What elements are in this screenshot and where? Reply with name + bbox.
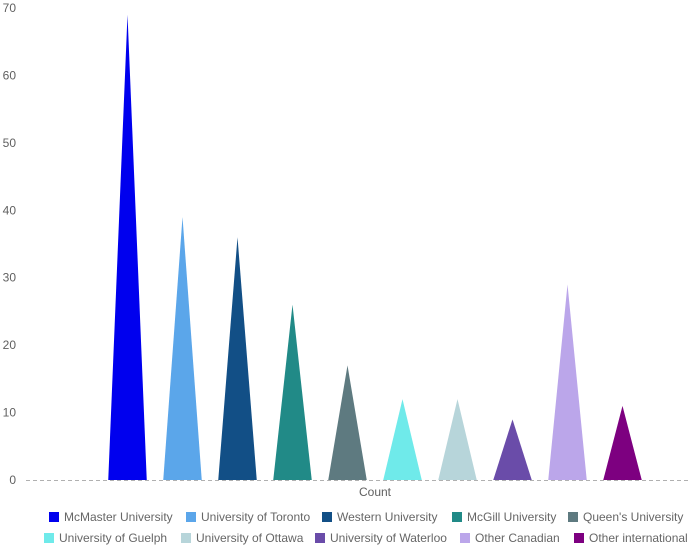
bars-group <box>108 14 642 480</box>
legend-item[interactable]: Western University <box>322 510 437 524</box>
bar-queen-s-university[interactable] <box>328 365 367 480</box>
legend-label: Western University <box>337 510 437 524</box>
legend-item[interactable]: Other Canadian <box>460 531 560 545</box>
legend: McMaster University University of Toronto… <box>44 510 688 545</box>
legend-item[interactable]: McMaster University <box>49 510 173 524</box>
legend-swatch <box>574 533 584 543</box>
legend-swatch <box>186 512 196 522</box>
bar-university-of-guelph[interactable] <box>383 399 422 480</box>
y-tick-label: 0 <box>9 473 16 487</box>
legend-label: Other international <box>589 531 688 545</box>
bar-university-of-toronto[interactable] <box>163 217 202 480</box>
bar-western-university[interactable] <box>218 237 257 480</box>
legend-item[interactable]: University of Ottawa <box>181 531 304 545</box>
y-tick-label: 20 <box>3 338 17 352</box>
legend-swatch <box>44 533 54 543</box>
bar-other-canadian[interactable] <box>548 284 587 480</box>
bar-university-of-waterloo[interactable] <box>493 419 532 480</box>
bar-other-international[interactable] <box>603 405 642 480</box>
legend-label: Queen's University <box>583 510 683 524</box>
bar-mcmaster-university[interactable] <box>108 14 147 480</box>
legend-label: Other Canadian <box>475 531 560 545</box>
legend-item[interactable]: Queen's University <box>568 510 683 524</box>
legend-label: University of Toronto <box>201 510 310 524</box>
legend-item[interactable]: University of Toronto <box>186 510 310 524</box>
y-tick-label: 50 <box>3 136 17 150</box>
legend-swatch <box>452 512 462 522</box>
legend-item[interactable]: University of Guelph <box>44 531 167 545</box>
legend-swatch <box>315 533 325 543</box>
legend-label: University of Guelph <box>59 531 167 545</box>
y-tick-label: 70 <box>3 1 17 15</box>
legend-swatch <box>460 533 470 543</box>
y-tick-label: 30 <box>3 271 17 285</box>
y-tick-label: 10 <box>3 406 17 420</box>
legend-label: McMaster University <box>64 510 173 524</box>
legend-swatch <box>181 533 191 543</box>
y-axis: 0 10 20 30 40 50 60 70 <box>3 1 17 487</box>
legend-label: McGill University <box>467 510 556 524</box>
y-tick-label: 40 <box>3 203 17 217</box>
legend-item[interactable]: University of Waterloo <box>315 531 447 545</box>
legend-swatch <box>322 512 332 522</box>
legend-label: University of Ottawa <box>196 531 304 545</box>
x-axis-label: Count <box>359 485 392 499</box>
legend-item[interactable]: Other international <box>574 531 688 545</box>
legend-label: University of Waterloo <box>330 531 447 545</box>
bar-mcgill-university[interactable] <box>273 304 312 480</box>
legend-swatch <box>49 512 59 522</box>
bar-university-of-ottawa[interactable] <box>438 399 477 480</box>
legend-swatch <box>568 512 578 522</box>
y-tick-label: 60 <box>3 68 17 82</box>
legend-item[interactable]: McGill University <box>452 510 556 524</box>
